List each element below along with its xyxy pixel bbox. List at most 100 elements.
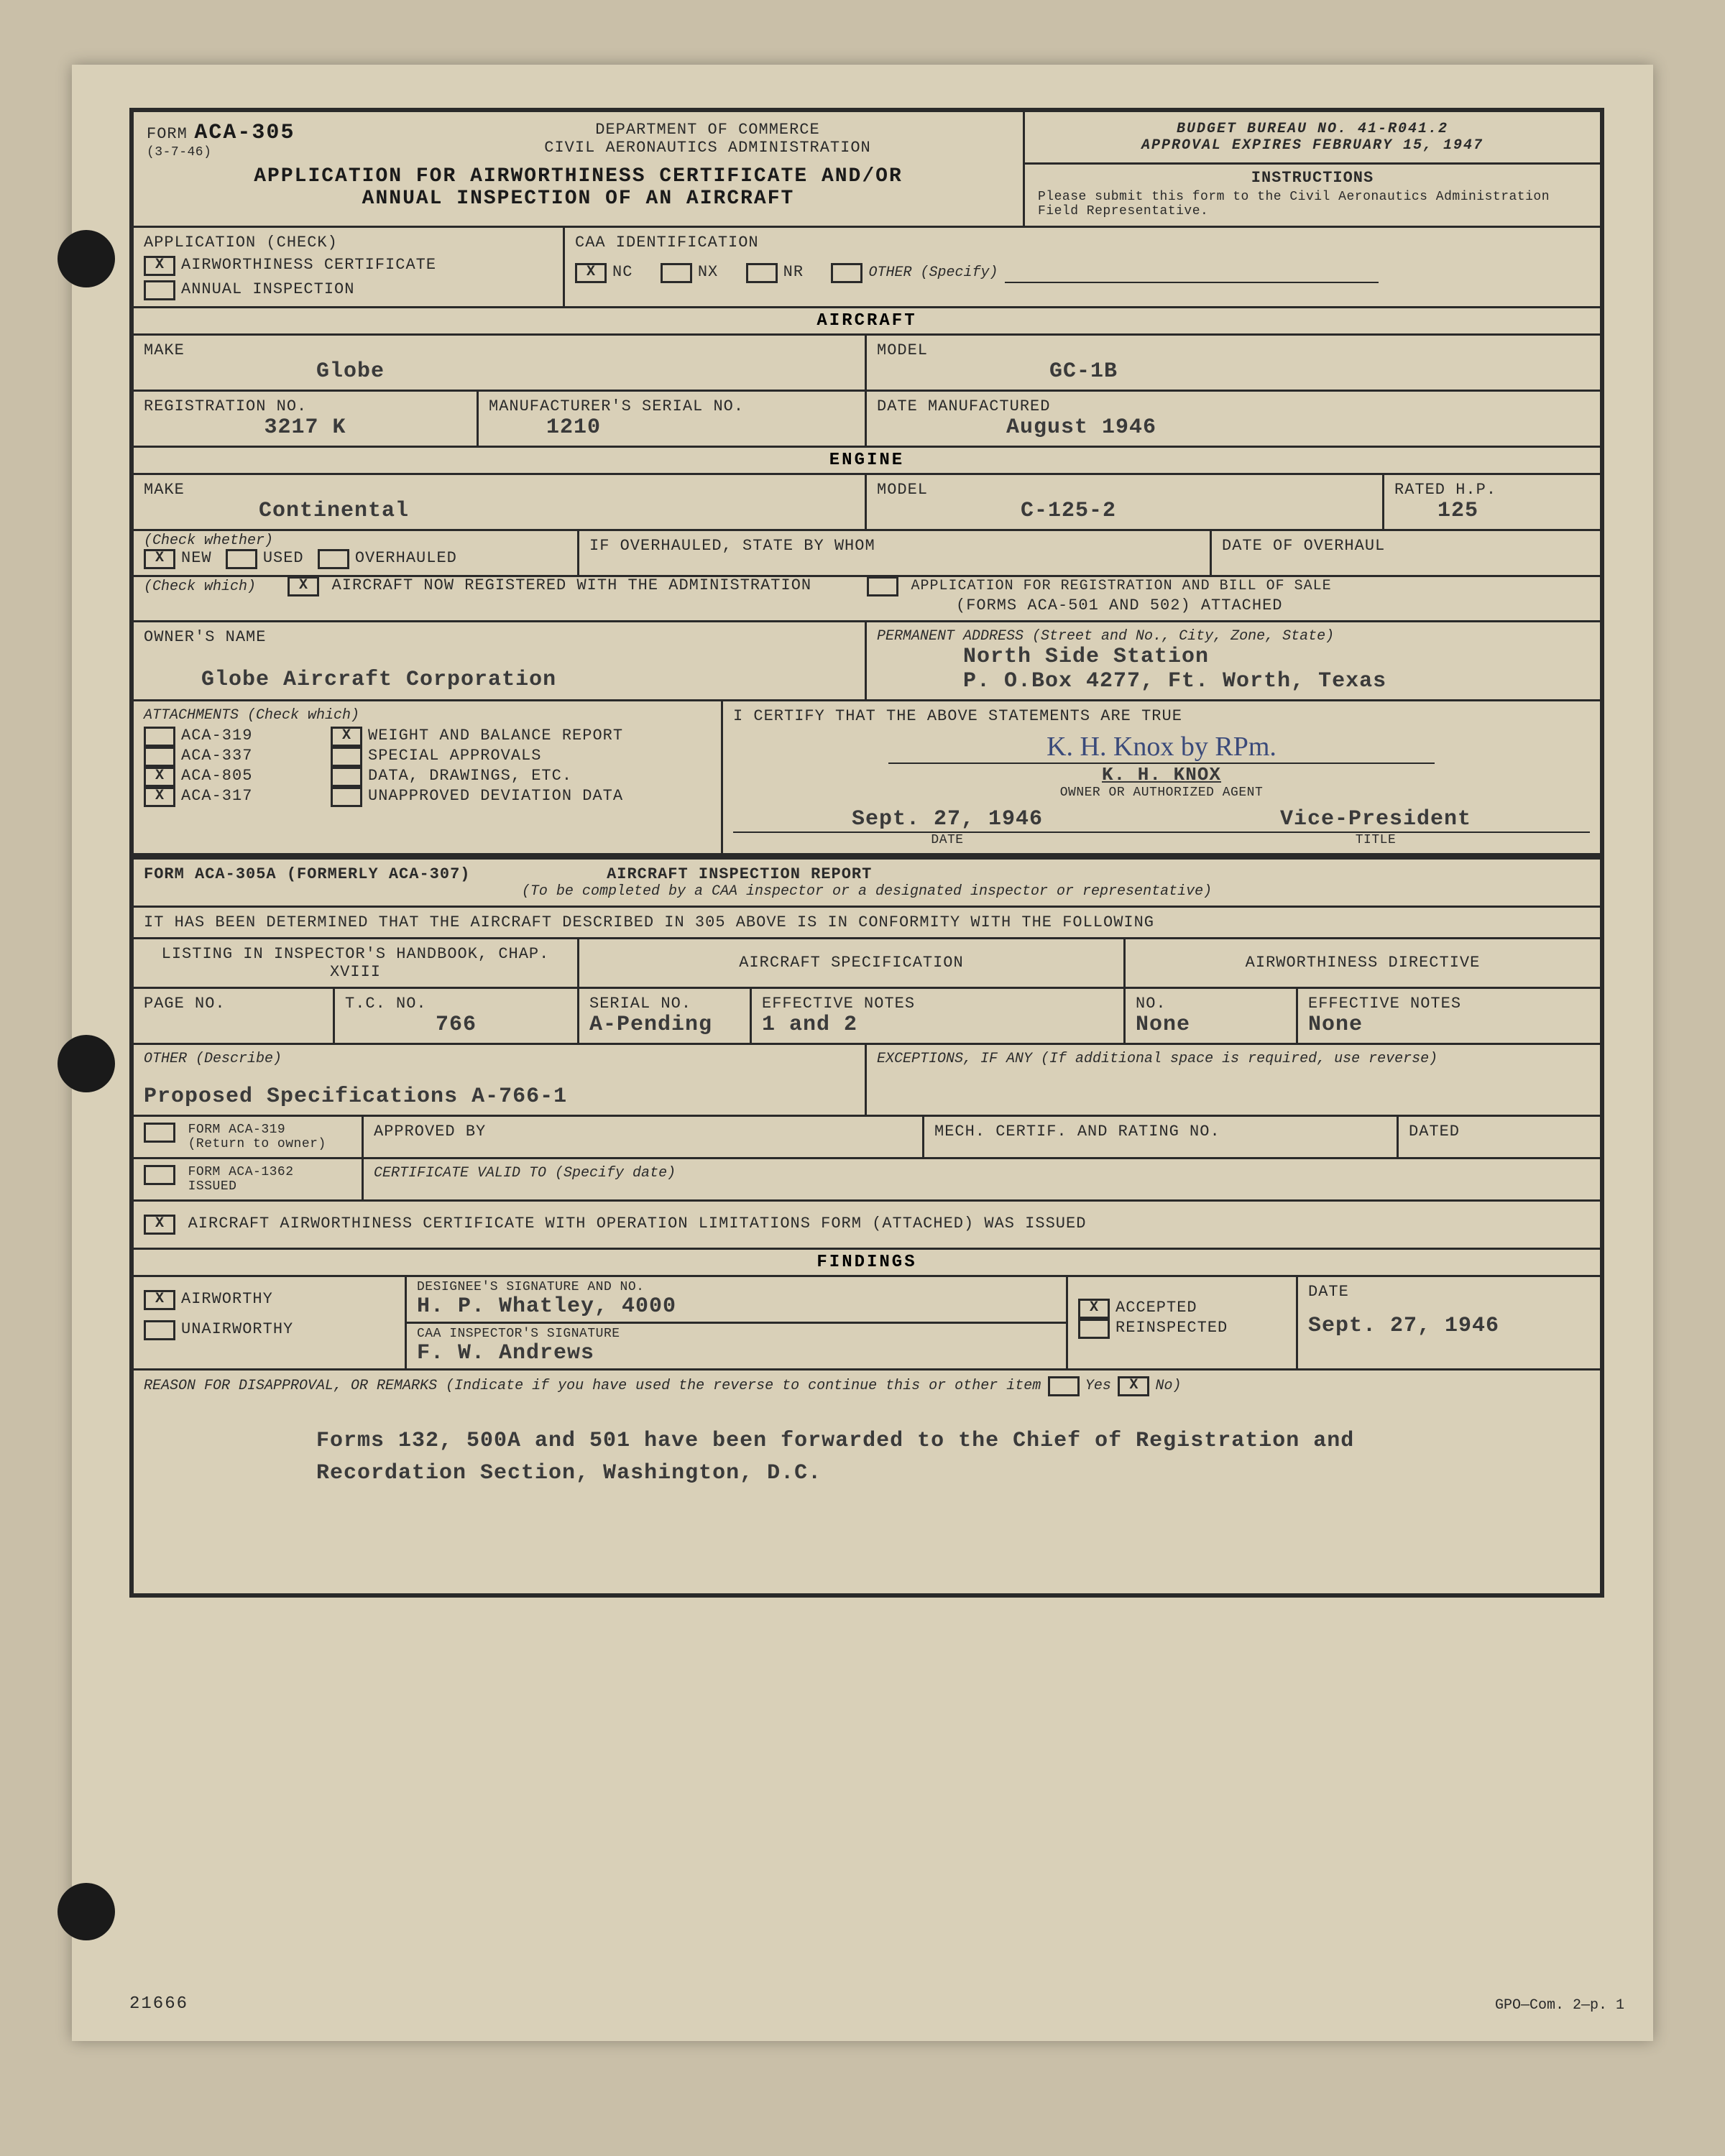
- aca1362-label: FORM ACA-1362 ISSUED: [188, 1165, 346, 1194]
- other-label: OTHER (Specify): [868, 264, 998, 281]
- sa-checkbox[interactable]: [331, 747, 362, 767]
- aca805: ACA-805: [181, 767, 252, 785]
- aca319-issue-checkbox[interactable]: [144, 1123, 175, 1143]
- form-title-1: APPLICATION FOR AIRWORTHINESS CERTIFICAT…: [147, 165, 1010, 188]
- aca805-checkbox[interactable]: [144, 767, 175, 787]
- findings-section: FINDINGS: [134, 1250, 1600, 1277]
- tc-no: 766: [345, 1013, 567, 1037]
- form-date: (3-7-46): [147, 145, 211, 160]
- aca1362-row: FORM ACA-1362 ISSUED CERTIFICATE VALID T…: [134, 1159, 1600, 1202]
- used-checkbox[interactable]: [226, 549, 257, 569]
- aca319-issue-label: FORM ACA-319 (Return to owner): [188, 1123, 346, 1151]
- budget-2: APPROVAL EXPIRES FEBRUARY 15, 1947: [1038, 137, 1587, 154]
- overhauled-label: OVERHAULED: [355, 549, 457, 567]
- remarks-label: REASON FOR DISAPPROVAL, OR REMARKS (Indi…: [144, 1378, 1041, 1394]
- engine-model-label: MODEL: [877, 481, 1372, 499]
- aircraft-model: GC-1B: [1049, 359, 1590, 384]
- aca1362-checkbox[interactable]: [144, 1165, 175, 1185]
- nc-checkbox[interactable]: [575, 263, 607, 283]
- ad-no-label: NO.: [1136, 995, 1286, 1013]
- serial-label: MANUFACTURER'S SERIAL NO.: [489, 397, 855, 415]
- aca319-checkbox[interactable]: [144, 727, 175, 747]
- engine-model: C-125-2: [1021, 499, 1372, 523]
- remarks-no: No): [1155, 1378, 1181, 1394]
- awc-row: AIRCRAFT AIRWORTHINESS CERTIFICATE WITH …: [134, 1202, 1600, 1250]
- form305a-header: FORM ACA-305a (FORMERLY ACA-307) AIRCRAF…: [134, 855, 1600, 908]
- aircraft-make: Globe: [316, 359, 855, 384]
- aca317-checkbox[interactable]: [144, 787, 175, 807]
- new-checkbox[interactable]: [144, 549, 175, 569]
- airworthy-checkbox[interactable]: [144, 1290, 175, 1310]
- dept-2: CIVIL AERONAUTICS ADMINISTRATION: [405, 139, 1010, 157]
- wbr-checkbox[interactable]: [331, 727, 362, 747]
- spec-data-row: PAGE NO. T.C. NO. 766 SERIAL NO. A-Pendi…: [134, 989, 1600, 1045]
- accepted-label: ACCEPTED: [1116, 1299, 1197, 1317]
- remarks-yes-checkbox[interactable]: [1048, 1376, 1080, 1396]
- tc-no-label: T.C. NO.: [345, 995, 567, 1013]
- make-label: MAKE: [144, 341, 855, 359]
- designee-value: H. P. Whatley, 4000: [417, 1294, 1056, 1319]
- new-label: NEW: [181, 549, 212, 567]
- aircraft-make-model-row: MAKE Globe MODEL GC-1B: [134, 336, 1600, 392]
- engine-make: Continental: [259, 499, 855, 523]
- form305a-sub: (To be completed by a CAA inspector or a…: [144, 883, 1590, 900]
- other-describe: Proposed Specifications A-766-1: [144, 1084, 855, 1109]
- directive-label: AIRWORTHINESS DIRECTIVE: [1126, 939, 1600, 987]
- remarks-text: Forms 132, 500A and 501 have been forwar…: [316, 1425, 1504, 1490]
- conformity-text: IT HAS BEEN DETERMINED THAT THE AIRCRAFT…: [134, 908, 1600, 937]
- airworthiness-checkbox[interactable]: [144, 256, 175, 276]
- eff-notes: 1 and 2: [762, 1013, 1113, 1037]
- nx-checkbox[interactable]: [661, 263, 692, 283]
- aircraft-reg: 3217 K: [144, 415, 466, 440]
- instructions-text: Please submit this form to the Civil Aer…: [1025, 188, 1600, 226]
- aca319: ACA-319: [181, 727, 252, 745]
- aca319-issue-row: FORM ACA-319 (Return to owner) APPROVED …: [134, 1117, 1600, 1159]
- owner-name-label: OWNER'S NAME: [144, 628, 855, 646]
- overhauled-checkbox[interactable]: [318, 549, 349, 569]
- unairworthy-checkbox[interactable]: [144, 1320, 175, 1340]
- valid-to-label: CERTIFICATE VALID TO (Specify date): [364, 1159, 1600, 1199]
- annual-checkbox[interactable]: [144, 280, 175, 300]
- findings-row: AIRWORTHY UNAIRWORTHY DESIGNEE'S SIGNATU…: [134, 1277, 1600, 1370]
- other-checkbox[interactable]: [831, 263, 862, 283]
- engine-make-label: MAKE: [144, 481, 855, 499]
- registered-checkbox[interactable]: [288, 576, 319, 596]
- cert-date-label: DATE: [931, 833, 963, 847]
- ddd: DATA, DRAWINGS, ETC.: [368, 767, 572, 785]
- aircraft-dmfg: August 1946: [1006, 415, 1590, 440]
- other-describe-label: OTHER (Describe): [144, 1051, 855, 1067]
- form305a-label: FORM ACA-305a (FORMERLY ACA-307): [144, 865, 470, 883]
- sa: SPECIAL APPROVALS: [368, 747, 541, 765]
- nr-checkbox[interactable]: [746, 263, 778, 283]
- aca317: ACA-317: [181, 787, 252, 805]
- ddd-checkbox[interactable]: [331, 767, 362, 787]
- nr-label: NR: [783, 263, 804, 281]
- form-container: FORM ACA-305 (3-7-46) DEPARTMENT OF COMM…: [129, 108, 1604, 1598]
- hp-label: RATED H.P.: [1394, 481, 1590, 499]
- application-attached-checkbox[interactable]: [867, 576, 898, 596]
- reinspected-checkbox[interactable]: [1078, 1319, 1110, 1339]
- remarks-no-checkbox[interactable]: [1118, 1376, 1149, 1396]
- dept-1: DEPARTMENT OF COMMERCE: [405, 121, 1010, 139]
- spec-label: AIRCRAFT SPECIFICATION: [579, 939, 1126, 987]
- owner-agent-label: OWNER OR AUTHORIZED AGENT: [1060, 786, 1264, 800]
- findings-date-label: DATE: [1308, 1283, 1590, 1301]
- caa-insp-label: CAA INSPECTOR'S SIGNATURE: [417, 1327, 1056, 1341]
- serial-no: A-Pending: [589, 1013, 740, 1037]
- certify-label: I CERTIFY THAT THE ABOVE STATEMENTS ARE …: [733, 707, 1590, 725]
- awc-checkbox[interactable]: [144, 1215, 175, 1235]
- udd-checkbox[interactable]: [331, 787, 362, 807]
- owner-row: OWNER'S NAME Globe Aircraft Corporation …: [134, 622, 1600, 701]
- opt-airworthiness: AIRWORTHINESS CERTIFICATE: [181, 256, 436, 274]
- findings-date: Sept. 27, 1946: [1308, 1314, 1590, 1338]
- owner-addr-label: PERMANENT ADDRESS (Street and No., City,…: [877, 628, 1590, 645]
- page-background: FORM ACA-305 (3-7-46) DEPARTMENT OF COMM…: [72, 65, 1653, 2041]
- aca337-checkbox[interactable]: [144, 747, 175, 767]
- nc-label: NC: [612, 263, 632, 281]
- designee-label: DESIGNEE'S SIGNATURE AND NO.: [417, 1280, 1056, 1294]
- engine-section: ENGINE: [134, 448, 1600, 475]
- cert-title: Vice-President: [1280, 807, 1471, 831]
- registered-label: AIRCRAFT NOW REGISTERED WITH THE ADMINIS…: [332, 576, 812, 594]
- dated-label: DATED: [1399, 1117, 1600, 1157]
- accepted-checkbox[interactable]: [1078, 1299, 1110, 1319]
